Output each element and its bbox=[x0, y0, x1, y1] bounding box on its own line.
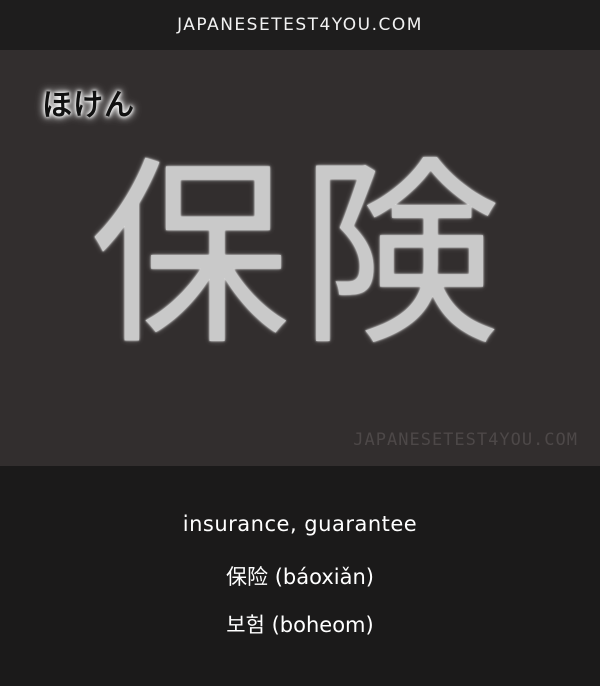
hiragana-reading: ほけん bbox=[42, 88, 135, 123]
kanji-display: 保険 bbox=[0, 142, 600, 372]
vocab-card: ほけん 保険 JAPANESETEST4YOU.COM bbox=[0, 50, 600, 466]
kanji-word: 保険 bbox=[89, 140, 510, 373]
site-name: JAPANESETEST4YOU.COM bbox=[177, 15, 423, 35]
translation-panel: insurance, guarantee 保险 (báoxiǎn) 보험 (bo… bbox=[0, 466, 600, 686]
site-header: JAPANESETEST4YOU.COM bbox=[0, 0, 600, 50]
chinese-translation: 保险 (báoxiǎn) bbox=[226, 565, 374, 589]
watermark: JAPANESETEST4YOU.COM bbox=[353, 430, 578, 450]
korean-translation: 보험 (boheom) bbox=[226, 613, 374, 637]
english-meaning: insurance, guarantee bbox=[182, 512, 418, 536]
